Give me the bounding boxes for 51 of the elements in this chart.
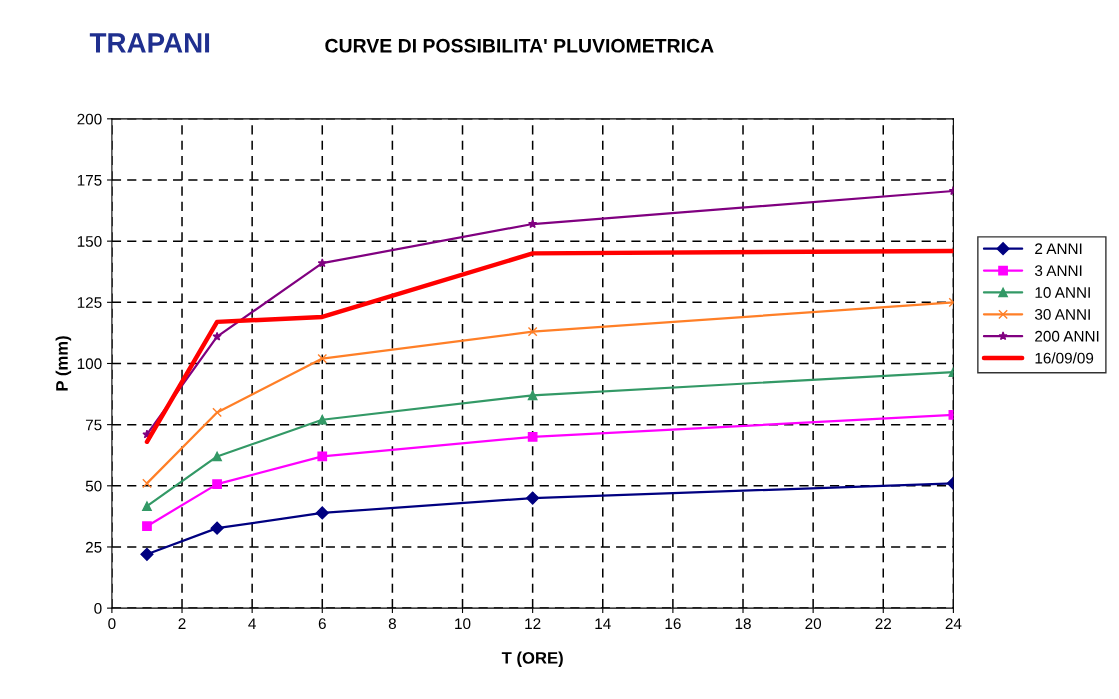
point [210, 521, 224, 535]
x-tick-label: 16 [665, 618, 681, 630]
chart-title: TRAPANI [89, 33, 210, 53]
legend-label: 30 ANNI [1034, 308, 1090, 320]
point [527, 390, 538, 401]
x-tick-label: 8 [388, 618, 396, 630]
x-tick-label: 0 [108, 618, 116, 630]
y-tick-label: 125 [77, 297, 102, 308]
x-tick-label: 14 [595, 618, 611, 629]
y-axis-title: P (mm) [55, 336, 72, 391]
legend-label: 10 ANNI [1035, 287, 1090, 298]
x-tick-label: 20 [805, 618, 822, 630]
point [212, 407, 222, 418]
x-tick-label: 2 [178, 618, 186, 629]
y-tick-label: 200 [77, 113, 102, 125]
x-axis-title: T (ORE) [501, 651, 563, 668]
x-tick-label: 12 [525, 618, 541, 629]
y-tick-label: 50 [85, 480, 102, 492]
y-tick-label: 75 [85, 419, 102, 431]
point [212, 451, 222, 462]
x-tick-label: 4 [248, 618, 256, 629]
point [317, 451, 328, 462]
point [527, 326, 538, 337]
chart-subtitle: CURVE DI POSSIBILITA' PLUVIOMETRICA [325, 38, 714, 53]
point [526, 491, 540, 505]
y-tick-label: 0 [94, 603, 102, 614]
point [315, 506, 329, 520]
x-tick-label: 24 [945, 618, 962, 629]
point [212, 479, 222, 489]
point [140, 547, 154, 561]
point [527, 219, 538, 229]
x-tick-label: 10 [455, 618, 471, 630]
x-tick-label: 22 [875, 618, 891, 629]
x-tick-label: 18 [735, 618, 751, 630]
y-tick-label: 150 [77, 236, 102, 247]
legend-label: 3 ANNI [1034, 265, 1082, 277]
point [142, 478, 152, 489]
legend-label: 200 ANNI [1035, 330, 1099, 342]
point [317, 258, 327, 268]
y-tick-label: 175 [77, 175, 102, 186]
legend-label: 2 ANNI [1035, 243, 1082, 255]
line-series [144, 248, 954, 444]
point [317, 353, 328, 364]
y-tick-label: 100 [77, 358, 102, 370]
y-tick-label: 25 [85, 541, 102, 553]
point [142, 501, 152, 511]
point [142, 521, 152, 532]
legend-label: 16/09/09 [1035, 352, 1094, 364]
point [317, 414, 328, 425]
point [527, 432, 538, 442]
x-tick-label: 6 [318, 618, 326, 630]
